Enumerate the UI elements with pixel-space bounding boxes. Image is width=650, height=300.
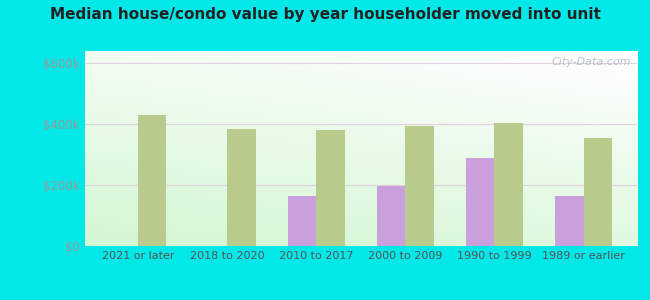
Bar	[288, 196, 316, 246]
Bar	[138, 115, 166, 246]
Text: City-Data.com: City-Data.com	[552, 57, 632, 67]
Bar	[406, 126, 434, 246]
Bar	[316, 130, 344, 246]
Text: Median house/condo value by year householder moved into unit: Median house/condo value by year househo…	[49, 8, 601, 22]
Bar	[584, 138, 612, 246]
Bar	[227, 129, 255, 246]
Bar	[466, 158, 495, 246]
Bar	[377, 186, 406, 246]
Legend: Horseheads North, New York: Horseheads North, New York	[224, 298, 498, 300]
Bar	[555, 196, 584, 246]
Bar	[495, 123, 523, 246]
